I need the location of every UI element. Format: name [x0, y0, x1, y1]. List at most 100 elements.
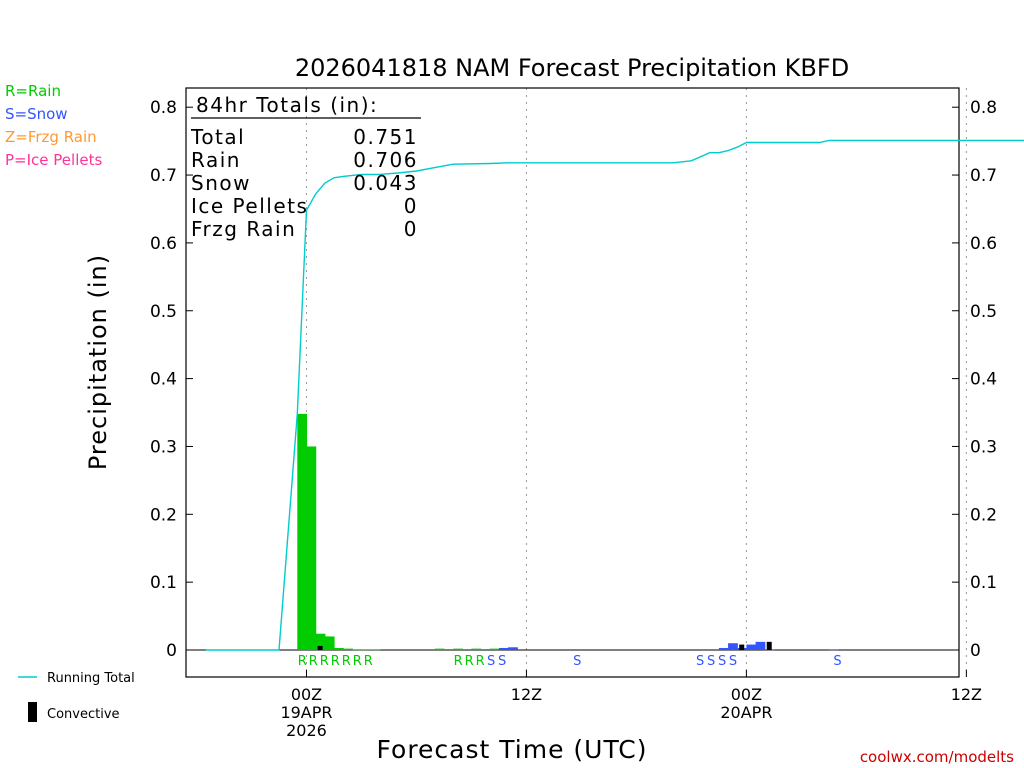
bar-snow [728, 643, 738, 650]
series-legend: Running Total Convective [18, 671, 135, 722]
bar-snow [508, 647, 518, 650]
ptype-marker: R [364, 654, 373, 669]
bar-rain [315, 633, 326, 650]
ptype-marker: S [696, 654, 704, 669]
totals-row-label: Frzg Rain [191, 217, 296, 241]
bar-convective [317, 645, 323, 650]
totals-row-label: Rain [191, 148, 241, 172]
y-tick-label-right: 0.2 [970, 505, 997, 525]
y-tick-label-left: 0.7 [150, 166, 177, 186]
ptype-marker: S [573, 654, 581, 669]
bar-rain [324, 636, 335, 650]
ptype-legend-item: Z=Frzg Rain [5, 128, 97, 146]
ptype-legend-item: R=Rain [5, 82, 61, 100]
plot-frame [185, 87, 960, 678]
ptype-marker: R [298, 654, 307, 669]
ptype-marker: S [833, 654, 841, 669]
y-tick-label-right: 0.1 [970, 573, 997, 593]
running-total-line [205, 139, 1024, 651]
y-axis-label: Precipitation (in) [84, 254, 112, 470]
y-tick-label-right: 0.5 [970, 302, 997, 322]
totals-row-value: 0 [404, 217, 418, 241]
bar-rain [306, 446, 317, 650]
ptype-marker: S [707, 654, 715, 669]
bar-rain [471, 648, 482, 650]
bar-snow [828, 649, 839, 651]
ptype-marker: R [331, 654, 340, 669]
precip-bars [297, 413, 839, 651]
x-axis-label: Forecast Time (UTC) [377, 735, 648, 764]
totals-row-value: 0.043 [353, 171, 418, 195]
x-tick-label: 2026 [286, 721, 327, 740]
totals-row-label: Snow [191, 171, 251, 195]
ptype-marker: S [498, 654, 506, 669]
y-tick-label-left: 0.3 [150, 437, 177, 457]
y-axis-left: 0 0.1 0.2 0.3 0.4 0.5 0.6 0.7 0.8 [150, 98, 193, 661]
y-tick-label-right: 0.3 [970, 437, 997, 457]
ptype-marker: S [487, 654, 495, 669]
bar-rain [370, 649, 381, 651]
y-tick-label-right: 0.7 [970, 166, 997, 186]
y-tick-label-left: 0.8 [150, 98, 177, 118]
y-tick-label-left: 0.1 [150, 573, 177, 593]
ptype-marker: R [320, 654, 329, 669]
totals-row-label: Total [190, 125, 245, 149]
y-tick-label-left: 0.4 [150, 370, 177, 390]
y-tick-label-left: 0.2 [150, 505, 177, 525]
y-tick-label-right: 0.8 [970, 98, 997, 118]
totals-row-value: 0.751 [353, 125, 418, 149]
y-tick-label-right: 0 [970, 641, 981, 661]
ptype-marker: R [476, 654, 485, 669]
site-credit: coolwx.com/modelts [860, 748, 1014, 766]
ptype-marker: R [309, 654, 318, 669]
bar-rain [489, 648, 500, 650]
y-axis-right: 0 0.1 0.2 0.3 0.4 0.5 0.6 0.7 0.8 [952, 98, 997, 661]
totals-box: 84hr Totals (in): Total 0.751 Rain 0.706 Snow… [190, 93, 421, 241]
running-total-group [205, 139, 1024, 651]
totals-header: 84hr Totals (in): [196, 93, 378, 117]
x-tick-label: 00Z [291, 685, 322, 704]
convective-legend-swatch [28, 702, 37, 722]
bar-convective [739, 644, 745, 650]
y-tick-label-left: 0.5 [150, 302, 177, 322]
ptype-marker: R [353, 654, 362, 669]
bar-rain [343, 648, 353, 650]
ptype-marker: S [718, 654, 726, 669]
x-tick-label: 20APR [720, 703, 772, 722]
bar-rain [333, 647, 344, 650]
totals-row-value: 0.706 [353, 148, 418, 172]
ptype-legend-item: P=Ice Pellets [5, 151, 102, 169]
ptype-legend-item: S=Snow [5, 105, 68, 123]
series-legend-label: Convective [47, 707, 120, 722]
bar-rain [453, 648, 463, 650]
x-axis: 00Z19APR202612Z00Z20APR12Z00Z21APR12Z00Z… [280, 670, 982, 740]
y-tick-label-left: 0.6 [150, 234, 177, 254]
x-tick-label: 00Z [731, 685, 762, 704]
totals-row-label: Ice Pellets [191, 194, 308, 218]
x-tick-label: 12Z [511, 685, 542, 704]
ptype-marker: R [342, 654, 351, 669]
x-tick-label: 19APR [280, 703, 332, 722]
bar-rain [297, 413, 308, 650]
bar-rain [434, 648, 445, 650]
bar-snow [746, 644, 757, 650]
y-tick-label-right: 0.6 [970, 234, 997, 254]
y-tick-label-left: 0 [166, 641, 177, 661]
ptype-marker: S [729, 654, 737, 669]
bar-snow [755, 641, 766, 650]
ptype-marker: R [454, 654, 463, 669]
totals-row-value: 0 [404, 194, 418, 218]
series-legend-label: Running Total [47, 671, 135, 686]
bar-snow [498, 647, 509, 650]
precip-type-legend: R=Rain S=Snow Z=Frzg Rain P=Ice Pellets [5, 82, 102, 169]
y-tick-label-right: 0.4 [970, 370, 997, 390]
bar-snow [718, 647, 729, 650]
bar-rain [361, 649, 372, 651]
chart-title: 2026041818 NAM Forecast Precipitation KB… [295, 54, 849, 82]
bar-rain [352, 649, 363, 651]
ptype-marker: R [465, 654, 474, 669]
x-tick-label: 12Z [951, 685, 982, 704]
